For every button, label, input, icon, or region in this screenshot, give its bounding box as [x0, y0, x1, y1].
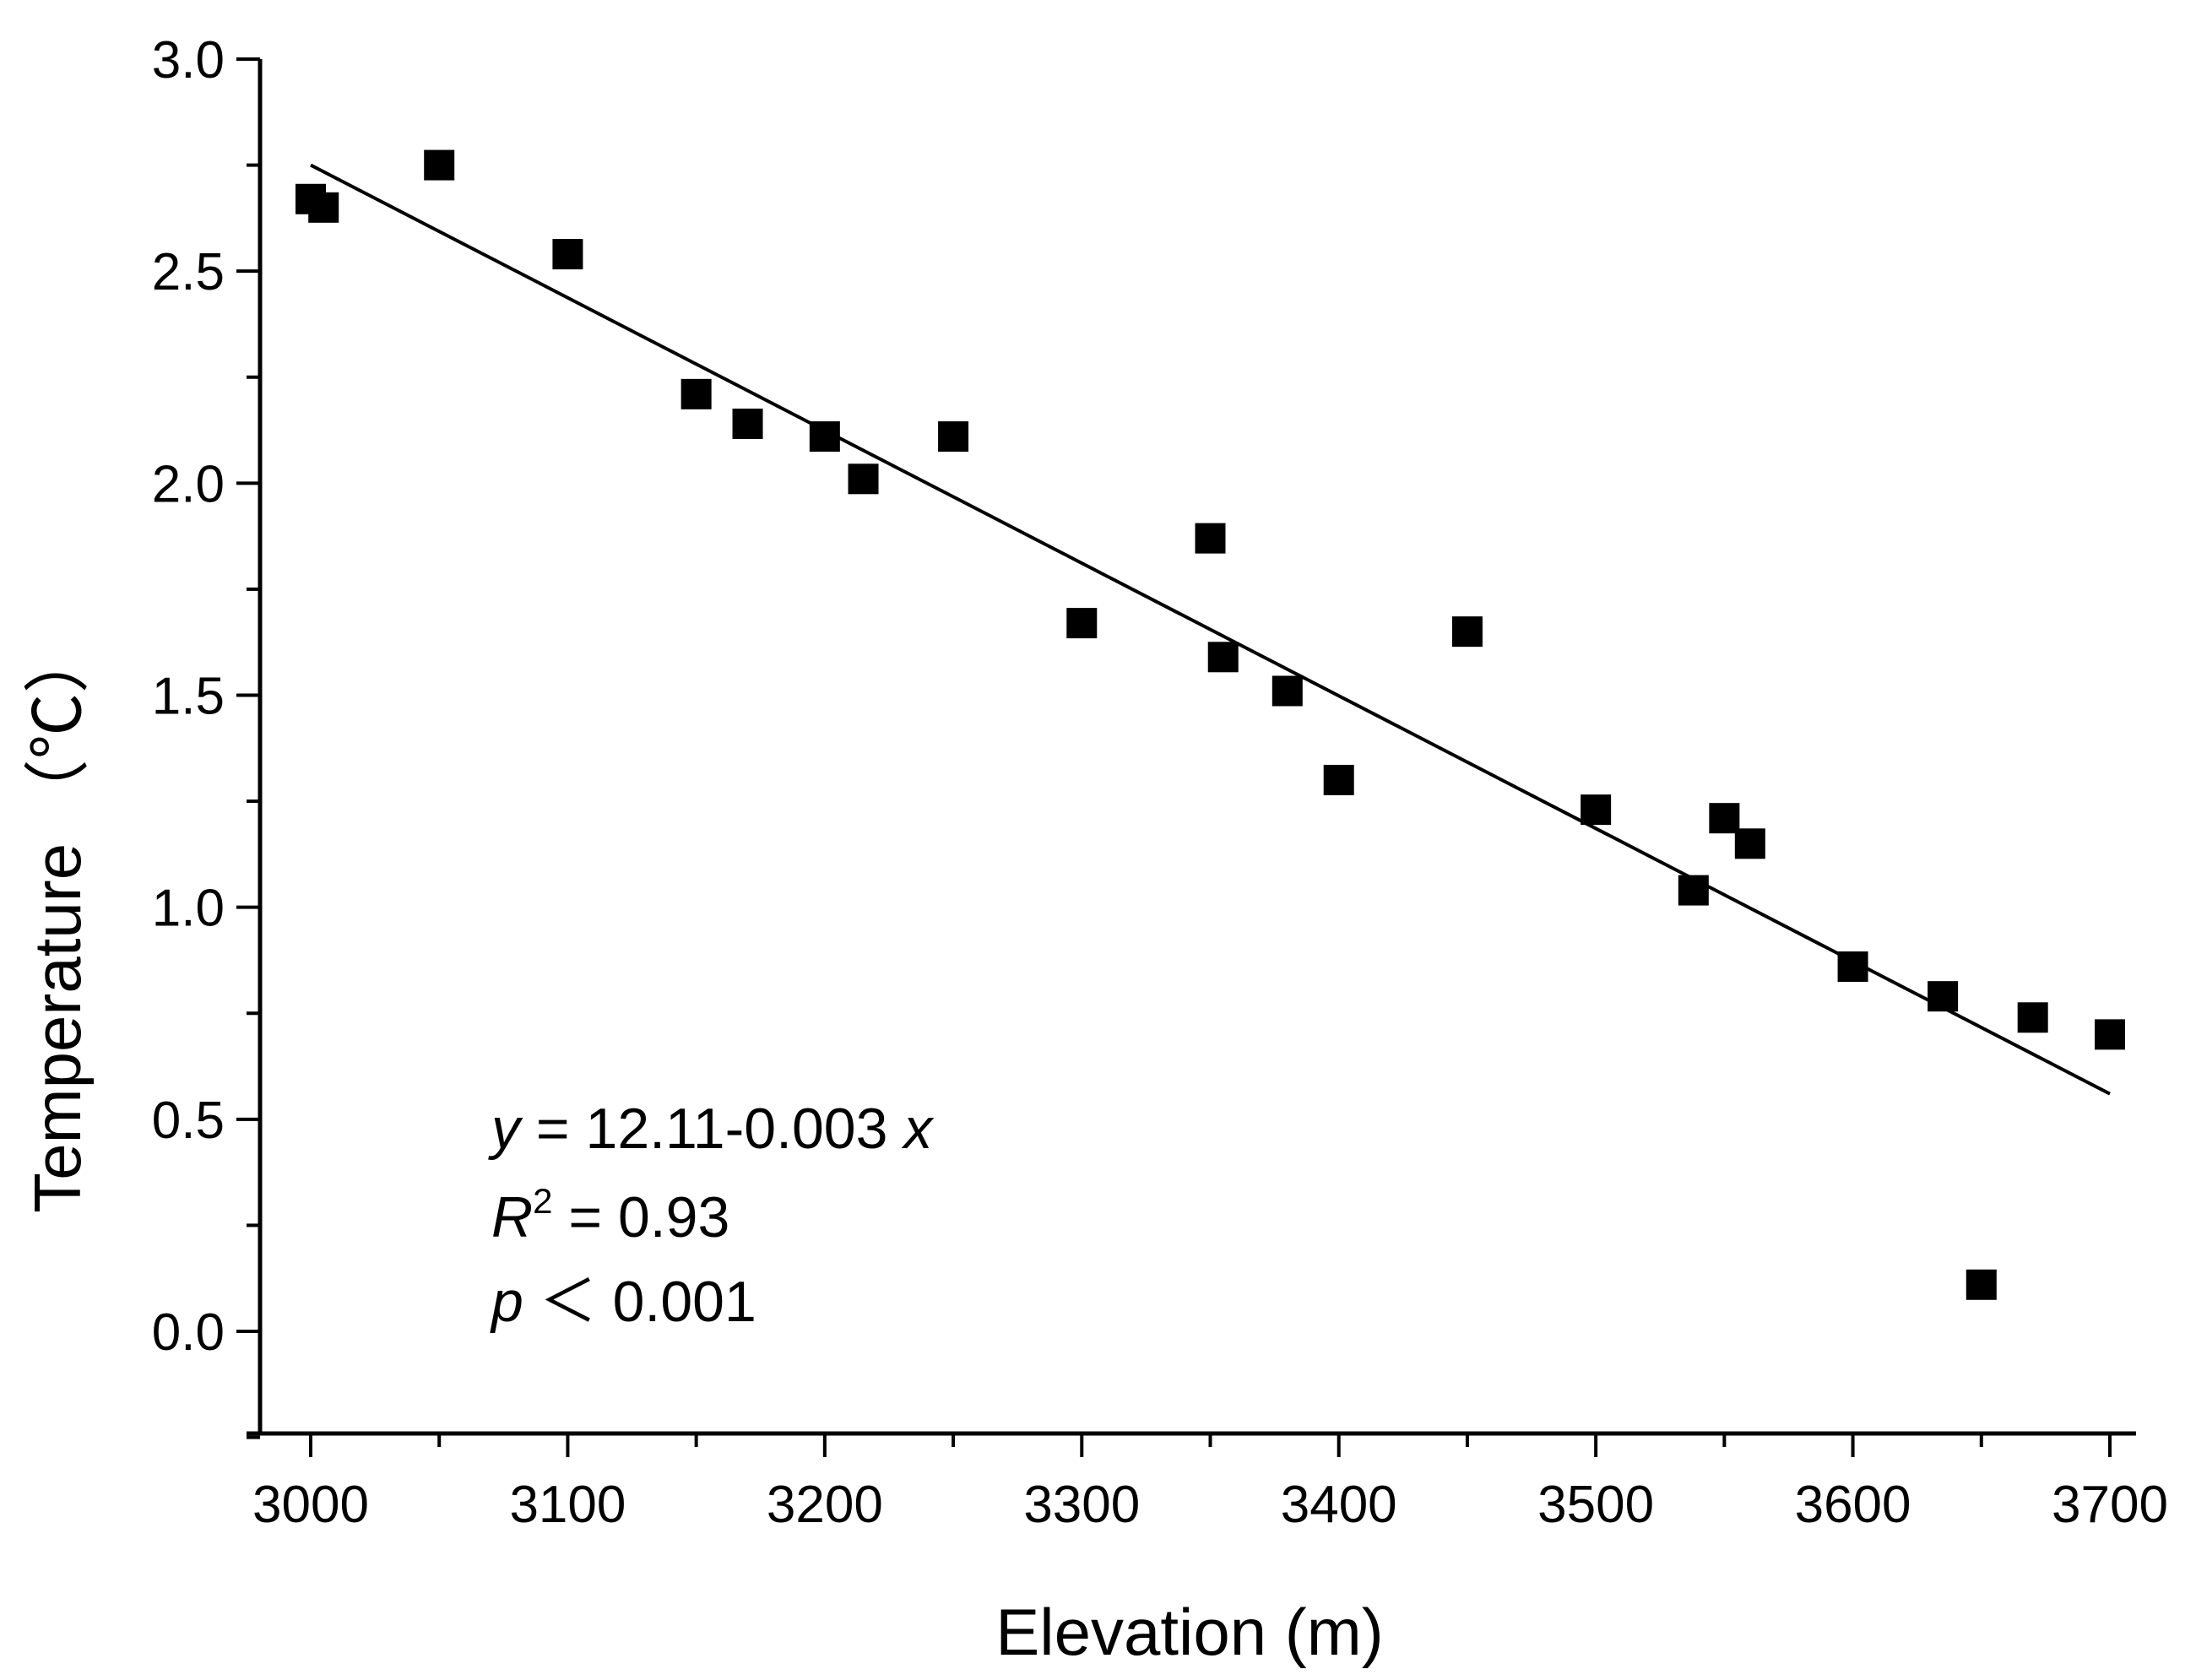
data-points	[296, 149, 2125, 1300]
data-point	[848, 463, 879, 495]
r-sup: 2	[533, 1181, 552, 1221]
data-point	[1928, 981, 1959, 1012]
data-point	[1709, 803, 1740, 834]
y-axis-title: Temperature （℃）	[20, 627, 95, 1213]
data-point	[1066, 608, 1098, 639]
regression-line	[310, 163, 2111, 1096]
data-point	[2017, 1002, 2048, 1033]
x-axis-ticks: 3000 3100 3200 3300 3400 3500 3600 3700	[252, 1433, 2168, 1534]
p-value-line: p ＜ 0.001	[490, 1270, 756, 1334]
x-tick-label: 3200	[767, 1476, 883, 1534]
data-point	[1323, 764, 1354, 795]
data-point	[1734, 828, 1765, 859]
x-tick-label: 3600	[1795, 1476, 1911, 1534]
r-value: = 0.93	[552, 1185, 729, 1249]
y-tick-label: 0.0	[152, 1303, 225, 1362]
p-var: p	[490, 1270, 523, 1334]
y-axis-ticks: 0.0 0.5 1.0 1.5 2.0 2.5 3.0	[152, 31, 260, 1439]
data-point	[938, 421, 969, 453]
y-tick-label: 2.0	[152, 455, 225, 513]
y-tick-label: 2.5	[152, 243, 225, 301]
fit-line-group	[310, 163, 2111, 1096]
data-point	[552, 239, 583, 270]
x-axis-title: Elevation (m)	[995, 1595, 1383, 1669]
x-tick-label: 3500	[1537, 1476, 1654, 1534]
p-value: ＜ 0.001	[523, 1270, 756, 1334]
equation-middle: = 12.11-0.003	[520, 1097, 903, 1161]
data-point	[2095, 1019, 2125, 1050]
x-tick-label: 3000	[252, 1476, 369, 1534]
equation-y-var: y	[488, 1097, 523, 1161]
data-point	[1837, 951, 1868, 982]
data-point	[1581, 794, 1612, 826]
r-var: R	[491, 1185, 533, 1249]
x-tick-label: 3700	[2052, 1476, 2168, 1534]
x-tick-label: 3100	[509, 1476, 626, 1534]
y-tick-label: 1.0	[152, 880, 225, 938]
data-point	[732, 409, 763, 440]
r-squared-line: R2 = 0.93	[491, 1181, 729, 1249]
data-point	[424, 149, 455, 181]
data-point	[1195, 523, 1226, 554]
y-tick-label: 0.5	[152, 1092, 225, 1150]
equation-x-var: x	[901, 1097, 934, 1161]
y-tick-label: 1.5	[152, 668, 225, 726]
y-tick-label: 3.0	[152, 31, 225, 89]
data-point	[1678, 875, 1709, 906]
x-tick-label: 3400	[1281, 1476, 1397, 1534]
equation-line: y = 12.11-0.003 x	[488, 1097, 934, 1161]
x-tick-label: 3300	[1023, 1476, 1140, 1534]
data-point	[680, 378, 712, 409]
data-point	[1207, 642, 1239, 673]
data-point	[1966, 1269, 1997, 1300]
data-point	[1272, 675, 1303, 707]
data-point	[1451, 616, 1483, 648]
data-point	[308, 192, 339, 223]
data-point	[809, 421, 840, 453]
